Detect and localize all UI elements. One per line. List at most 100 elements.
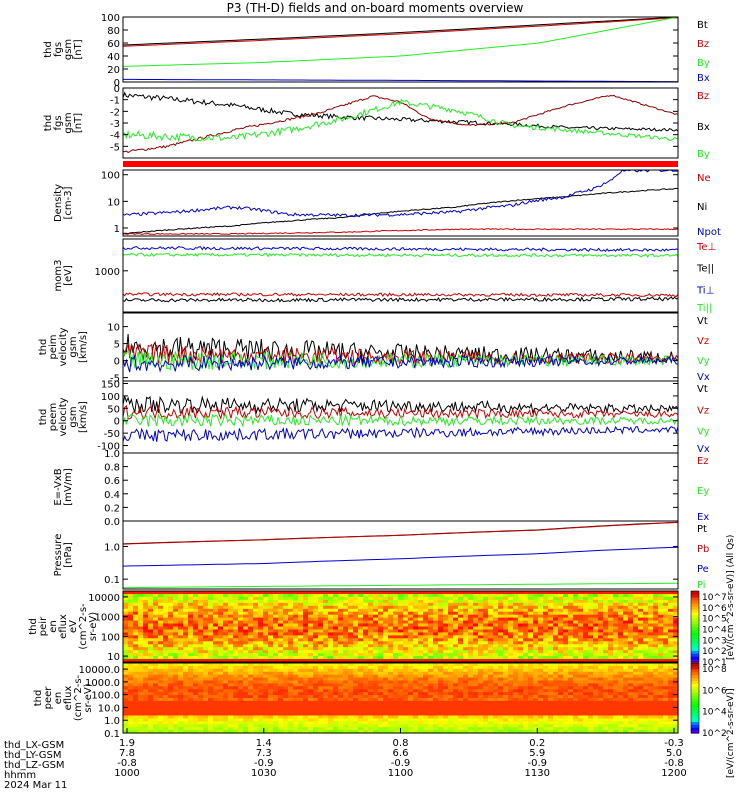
spectrogram-cell	[403, 659, 409, 663]
spectrogram-cell	[378, 608, 384, 613]
spectrogram-cell	[138, 635, 144, 639]
spectrogram-cell	[293, 650, 299, 654]
spectrogram-cell	[553, 635, 559, 639]
spectrogram-cell	[493, 647, 499, 651]
spectrogram-cell	[188, 599, 194, 604]
spectrogram-cell	[333, 683, 339, 687]
spectrogram-cell	[508, 596, 514, 601]
spectrogram-cell	[193, 620, 199, 625]
spectrogram-cell	[423, 674, 429, 679]
spectrogram-cell	[373, 641, 379, 645]
spectrogram-cell	[348, 692, 354, 696]
spectrogram-cell	[468, 632, 474, 636]
spectrogram-cell	[483, 602, 489, 607]
spectrogram-cell	[468, 620, 474, 625]
spectrogram-cell	[378, 674, 384, 679]
spectrogram-cell	[628, 656, 634, 660]
spectrogram-cell	[598, 635, 604, 639]
spectrogram-cell	[163, 602, 169, 607]
spectrogram-cell	[213, 635, 219, 639]
spectrogram-cell	[293, 602, 299, 607]
spectrogram-cell	[663, 671, 669, 676]
spectrogram-cell	[248, 695, 254, 699]
spectrogram-cell	[578, 608, 584, 613]
spectrogram-cell	[673, 617, 679, 622]
spectrogram-cell	[433, 608, 439, 613]
spectrogram-cell	[653, 623, 659, 628]
spectrogram-cell	[533, 674, 539, 679]
spectrogram-cell	[288, 656, 294, 660]
spectrogram-cell	[673, 668, 679, 673]
spectrogram-cell	[148, 599, 154, 604]
spectrogram-cell	[448, 591, 454, 595]
spectrogram-cell	[418, 611, 424, 616]
spectrogram-cell	[283, 665, 289, 670]
spectrogram-cell	[358, 680, 364, 684]
spectrogram-cell	[533, 602, 539, 607]
spectrogram-cell	[198, 665, 204, 670]
spectrogram-cell	[328, 663, 334, 667]
spectrogram-cell	[173, 647, 179, 651]
spectrogram-cell	[183, 709, 189, 714]
spectrogram-cell	[553, 674, 559, 679]
spectrogram-cell	[503, 677, 509, 682]
spectrogram-cell	[203, 599, 209, 604]
spectrogram-cell	[218, 668, 224, 673]
spectrogram-cell	[298, 706, 304, 711]
spectrogram-cell	[613, 635, 619, 639]
spectrogram-cell	[183, 674, 189, 679]
spectrogram-cell	[298, 602, 304, 607]
spectrogram-cell	[478, 644, 484, 648]
spectrogram-cell	[158, 709, 164, 714]
spectrogram-cell	[398, 638, 404, 642]
spectrogram-cell	[658, 692, 664, 696]
spectrogram-cell	[193, 635, 199, 639]
spectrogram-cell	[183, 617, 189, 622]
spectrogram-cell	[138, 638, 144, 642]
spectrogram-cell	[453, 692, 459, 696]
spectrogram-cell	[483, 665, 489, 670]
spectrogram-cell	[598, 605, 604, 610]
spectrogram-cell	[583, 706, 589, 711]
spectrogram-cell	[463, 703, 469, 708]
spectrogram-cell	[428, 635, 434, 639]
spectrogram-cell	[508, 653, 514, 657]
spectrogram-cell	[278, 623, 284, 628]
spectrogram-cell	[278, 591, 284, 595]
spectrogram-cell	[613, 602, 619, 607]
spectrogram-cell	[213, 647, 219, 651]
spectrogram-cell	[303, 653, 309, 657]
spectrogram-cell	[438, 677, 444, 682]
spectrogram-cell	[648, 671, 654, 676]
series-line-Vt	[122, 334, 679, 365]
spectrogram-cell	[648, 665, 654, 670]
spectrogram-cell	[673, 608, 679, 613]
spectrogram-cell	[273, 626, 279, 631]
spectrogram-cell	[363, 674, 369, 679]
spectrogram-cell	[418, 703, 424, 708]
spectrogram-cell	[558, 689, 564, 693]
spectrogram-cell	[498, 632, 504, 636]
spectrogram-cell	[318, 617, 324, 622]
spectrogram-cell	[263, 650, 269, 654]
spectrogram-cell	[223, 712, 229, 717]
spectrogram-cell	[378, 665, 384, 670]
spectrogram-cell	[483, 706, 489, 711]
spectrogram-cell	[673, 689, 679, 693]
spectrogram-cell	[543, 611, 549, 616]
spectrogram-cell	[223, 635, 229, 639]
spectrogram-cell	[618, 638, 624, 642]
spectrogram-cell	[488, 665, 494, 670]
spectrogram-cell	[643, 644, 649, 648]
spectrogram-cell	[658, 698, 664, 702]
spectrogram-cell	[368, 668, 374, 673]
spectrogram-cell	[233, 703, 239, 708]
spectrogram-cell	[663, 712, 669, 717]
spectrogram-cell	[148, 591, 154, 595]
spectrogram-cell	[388, 656, 394, 660]
colorbar-swatch	[691, 620, 699, 625]
spectrogram-cell	[338, 663, 344, 667]
spectrogram-cell	[648, 623, 654, 628]
spectrogram-cell	[488, 638, 494, 642]
